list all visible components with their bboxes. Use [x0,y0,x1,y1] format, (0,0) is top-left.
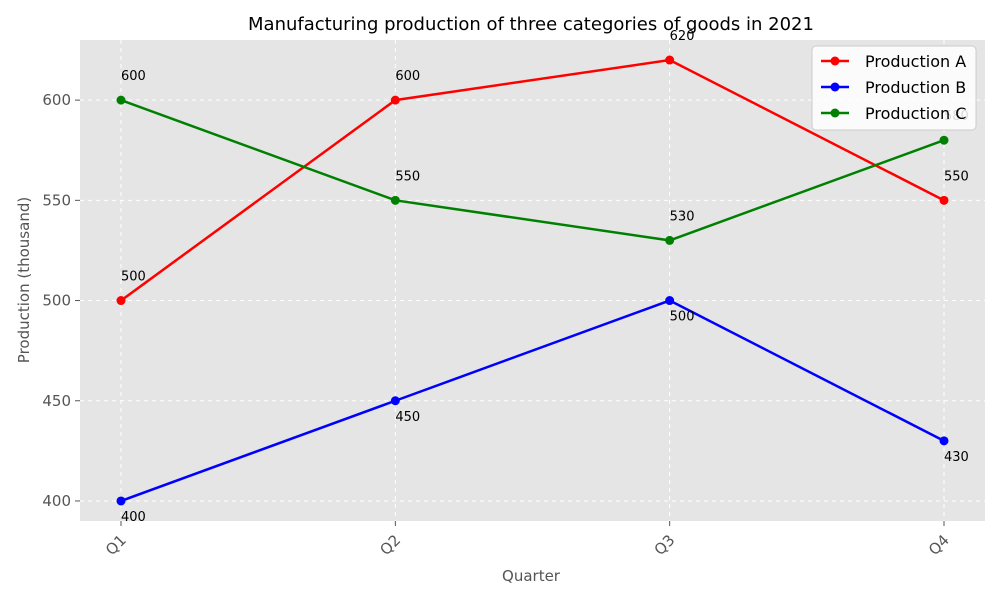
y-tick-label: 400 [42,492,71,510]
data-point [116,296,126,306]
data-label: 400 [121,510,146,525]
chart-title: Manufacturing production of three catego… [248,14,814,35]
legend-item: Production C [821,104,966,123]
data-label: 500 [670,310,695,325]
data-point [390,396,400,406]
legend: Production A Production B Production C [811,45,977,131]
data-point [390,195,400,205]
y-tick-label: 450 [42,392,71,410]
data-point [116,496,126,506]
series-line [120,299,945,503]
legend-box [811,45,977,131]
x-tick-label: Q3 [651,531,679,559]
data-point [665,235,675,245]
x-tick-label: Q2 [376,531,404,559]
data-point [939,135,949,145]
data-label: 450 [395,410,420,425]
legend-label: Production C [865,104,966,123]
series-production-b [116,296,949,506]
series-line [120,58,945,302]
y-tick-label: 500 [42,292,71,310]
x-tick-label: Q4 [925,531,953,559]
legend-label: Production A [865,52,966,71]
legend-marker [830,56,840,66]
legend-marker [830,82,840,92]
series-production-a [116,55,949,306]
data-point [116,95,126,105]
legend-item: Production B [821,78,966,97]
series-group [116,55,949,506]
x-axis-label: Quarter [502,567,561,585]
series-line [120,98,945,242]
data-label: 600 [121,69,146,84]
y-tick-label: 600 [42,91,71,109]
y-axis-ticks: 400 450 500 550 600 [42,91,80,510]
data-point [390,95,400,105]
data-label: 550 [395,169,420,184]
data-point [939,436,949,446]
data-label: 500 [121,270,146,285]
data-point [665,296,675,306]
legend-marker [830,108,840,118]
data-point [665,55,675,65]
y-axis-label: Production (thousand) [15,197,33,363]
series-production-c [116,95,949,245]
x-axis-ticks: Q1 Q2 Q3 Q4 [102,521,953,559]
data-label: 530 [670,209,695,224]
x-tick-label: Q1 [102,531,130,559]
legend-item: Production A [821,52,966,71]
y-tick-label: 550 [42,191,71,209]
data-label: 430 [944,450,969,465]
legend-label: Production B [865,78,966,97]
data-label: 600 [395,69,420,84]
data-label: 550 [944,169,969,184]
data-point [939,195,949,205]
data-label: 620 [670,29,695,44]
